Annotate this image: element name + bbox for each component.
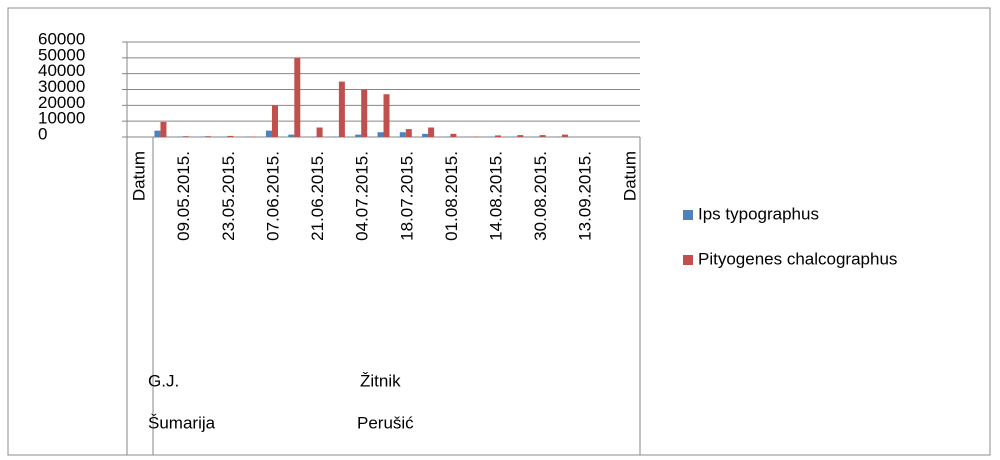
bar bbox=[316, 127, 323, 137]
bar bbox=[383, 94, 390, 137]
group-label: Perušić bbox=[357, 413, 414, 432]
bar bbox=[539, 135, 546, 137]
y-tick-label: 40000 bbox=[38, 61, 85, 80]
bar bbox=[355, 134, 362, 137]
y-tick-label: 50000 bbox=[38, 45, 85, 64]
x-tick-label: Datum bbox=[620, 151, 639, 201]
bar bbox=[361, 89, 368, 137]
x-tick-label: 04.07.2015. bbox=[353, 151, 372, 241]
x-tick-label: 21.06.2015. bbox=[308, 151, 327, 241]
y-tick-label: 20000 bbox=[38, 93, 85, 112]
bar bbox=[377, 132, 384, 137]
legend-swatch bbox=[683, 210, 693, 220]
bar bbox=[288, 134, 295, 137]
bar bbox=[160, 121, 167, 137]
bar bbox=[399, 132, 406, 137]
legend-label: Ips typographus bbox=[698, 204, 819, 223]
bar bbox=[405, 129, 412, 137]
bar bbox=[205, 136, 212, 137]
legend-swatch bbox=[683, 255, 693, 265]
bar bbox=[227, 135, 234, 137]
x-tick-label: 23.05.2015. bbox=[219, 151, 238, 241]
group-label: Šumarija bbox=[148, 413, 216, 432]
x-tick-label: 30.08.2015. bbox=[531, 151, 550, 241]
y-tick-label: 10000 bbox=[38, 109, 85, 128]
y-tick-label: 30000 bbox=[38, 77, 85, 96]
bar bbox=[561, 134, 568, 137]
bar bbox=[450, 133, 457, 137]
x-tick-label: Datum bbox=[130, 151, 149, 201]
bar bbox=[182, 136, 189, 137]
x-tick-label: 07.06.2015. bbox=[263, 151, 282, 241]
chart-border bbox=[7, 7, 991, 456]
group-label: G.J. bbox=[148, 371, 179, 390]
y-tick-label: 0 bbox=[38, 124, 47, 143]
x-tick-label: 13.09.2015. bbox=[576, 151, 595, 241]
bar bbox=[428, 127, 435, 137]
x-tick-label: 14.08.2015. bbox=[487, 151, 506, 241]
bar bbox=[265, 130, 272, 137]
bar bbox=[422, 133, 429, 137]
x-tick-label: 18.07.2015. bbox=[397, 151, 416, 241]
y-tick-label: 60000 bbox=[38, 29, 85, 48]
bar bbox=[271, 105, 278, 137]
bar bbox=[495, 135, 502, 137]
bar bbox=[338, 81, 345, 137]
legend-label: Pityogenes chalcographus bbox=[698, 249, 897, 268]
bar bbox=[154, 130, 161, 137]
bar bbox=[294, 57, 301, 138]
x-tick-label: 09.05.2015. bbox=[174, 151, 193, 241]
bar bbox=[517, 135, 524, 137]
group-label: Žitnik bbox=[360, 371, 401, 390]
x-tick-label: 01.08.2015. bbox=[442, 151, 461, 241]
